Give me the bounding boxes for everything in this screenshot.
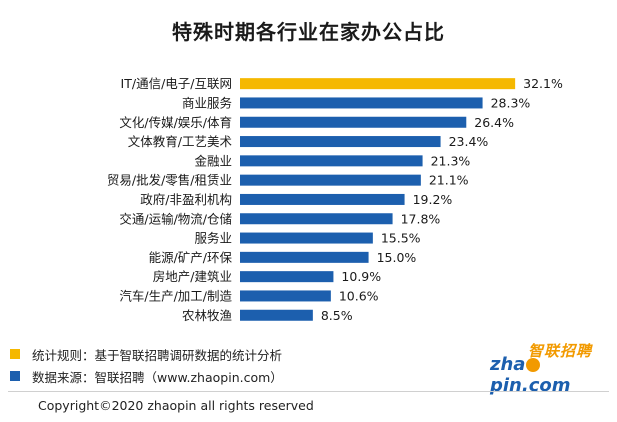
legend-source-swatch — [10, 371, 20, 381]
legend-rule-text: 统计规则：基于智联招聘调研数据的统计分析 — [32, 347, 283, 363]
bar — [240, 271, 334, 283]
logo-o-mark — [526, 358, 541, 372]
category-label: 政府/非盈利机构 — [140, 192, 232, 207]
logo-en-after: pin.com — [490, 375, 571, 396]
legend-rule: 统计规则：基于智联招聘调研数据的统计分析 — [10, 346, 283, 363]
value-label: 17.8% — [401, 211, 441, 226]
bar — [240, 213, 393, 225]
category-label: 能源/矿产/环保 — [149, 250, 233, 265]
bar — [240, 174, 421, 186]
bar — [240, 97, 483, 109]
bar — [240, 290, 331, 302]
category-label: 金融业 — [194, 153, 232, 168]
category-label: IT/通信/电子/互联网 — [121, 76, 232, 91]
category-label: 农林牧渔 — [182, 308, 232, 323]
value-label: 15.5% — [381, 231, 421, 246]
value-label: 32.1% — [523, 76, 563, 91]
category-label: 房地产/建筑业 — [153, 269, 232, 284]
bar — [240, 193, 405, 205]
value-label: 23.4% — [449, 134, 489, 149]
logo-cn-text: 智联招聘 — [528, 342, 593, 360]
bar — [240, 155, 423, 167]
bar — [240, 251, 369, 263]
value-label: 15.0% — [377, 250, 417, 265]
value-label: 21.1% — [429, 173, 469, 188]
category-label: 文化/传媒/娱乐/体育 — [119, 115, 232, 130]
legend-rule-swatch — [10, 349, 20, 359]
category-label: 文体教育/工艺美术 — [128, 134, 233, 149]
bar — [240, 232, 373, 244]
bar-chart: IT/通信/电子/互联网 32.1% 商业服务 28.3% 文化/传媒/娱乐/体育 26.… — [107, 76, 563, 323]
zhaopin-logo: 智联招聘 zhapin.com — [490, 340, 605, 396]
footer-divider — [8, 391, 609, 392]
category-label: 交通/运输/物流/仓储 — [119, 211, 232, 226]
chart-title: 特殊时期各行业在家办公占比 — [172, 20, 445, 44]
legend-source: 数据来源：智联招聘（www.zhaopin.com） — [10, 368, 283, 385]
value-label: 10.9% — [341, 269, 381, 284]
category-label: 贸易/批发/零售/租赁业 — [107, 173, 232, 188]
value-label: 28.3% — [491, 95, 531, 110]
value-label: 26.4% — [474, 115, 514, 130]
category-label: 服务业 — [194, 231, 232, 246]
logo-en-before: zha — [490, 354, 526, 375]
value-label: 8.5% — [321, 308, 353, 323]
value-label: 19.2% — [413, 192, 453, 207]
legend-source-text: 数据来源：智联招聘（www.zhaopin.com） — [32, 369, 283, 385]
bar — [240, 136, 441, 148]
category-label: 商业服务 — [182, 95, 232, 110]
logo-en-text: zhapin.com — [490, 354, 605, 396]
value-label: 10.6% — [339, 288, 379, 303]
bar — [240, 116, 467, 128]
bar — [240, 78, 516, 90]
bar — [240, 309, 313, 321]
category-label: 汽车/生产/加工/制造 — [119, 288, 232, 303]
copyright-text: Copyright©2020 zhaopin all rights reserv… — [38, 398, 314, 413]
value-label: 21.3% — [431, 153, 471, 168]
